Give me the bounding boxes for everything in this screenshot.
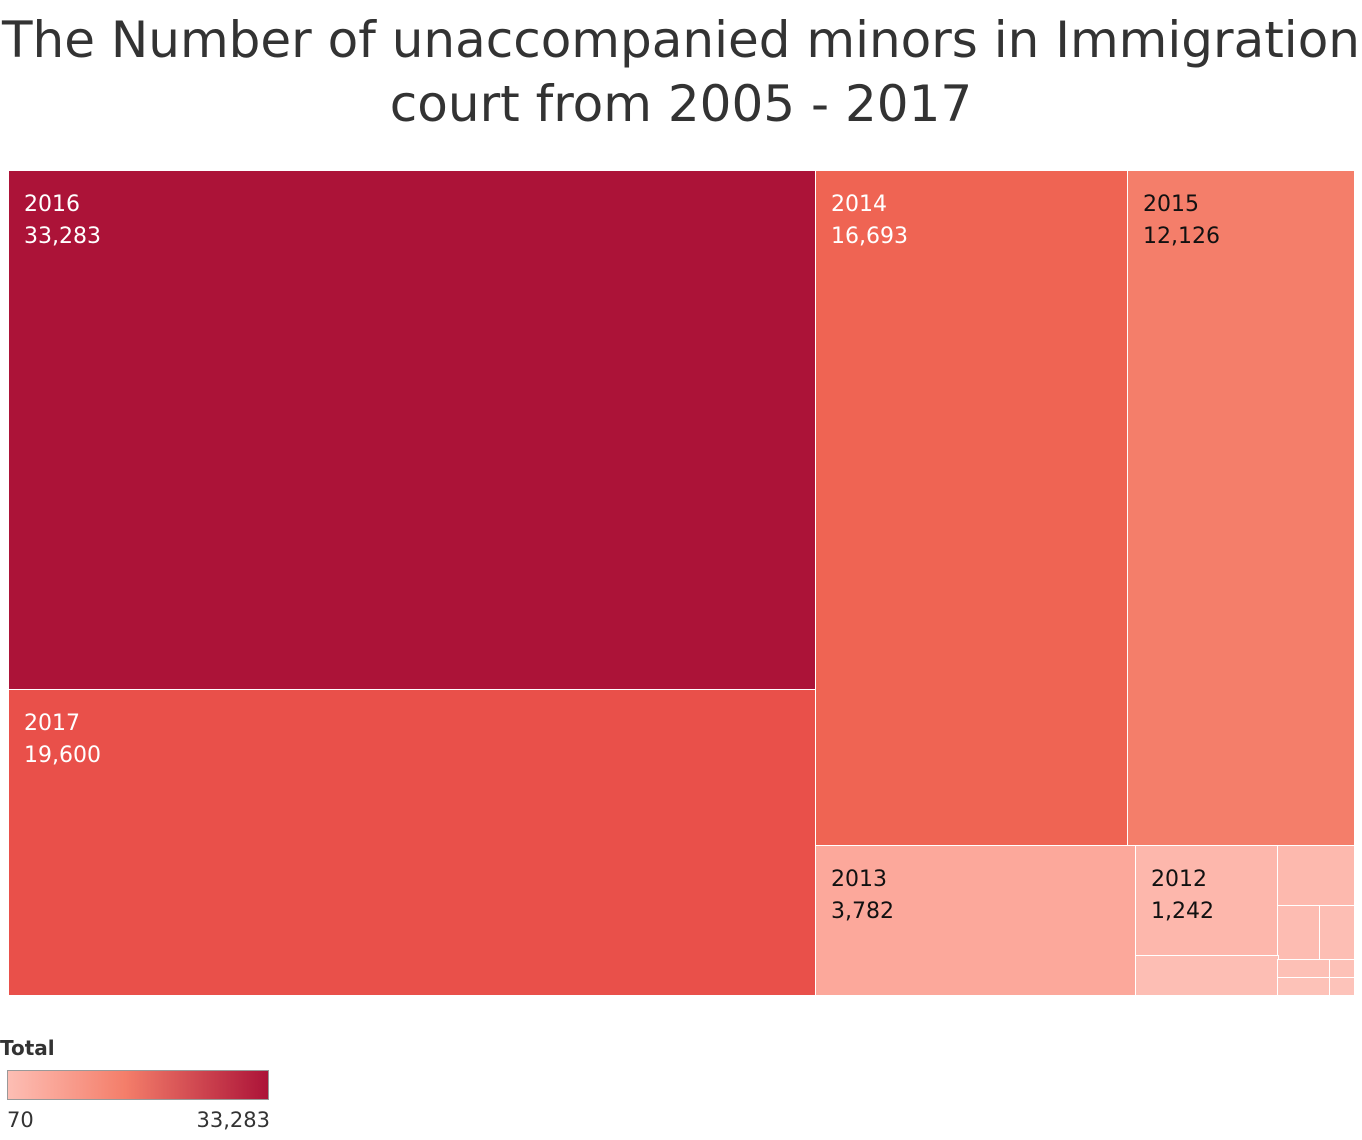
treemap-tile-small[interactable] bbox=[1277, 977, 1331, 996]
tile-year-label: 2013 bbox=[831, 867, 887, 892]
treemap-tile-2013[interactable]: 2013 3,782 bbox=[815, 845, 1137, 996]
tile-year-label: 2015 bbox=[1143, 192, 1199, 217]
tile-label: 2017 19,600 bbox=[24, 708, 101, 772]
chart-title: The Number of unaccompanied minors in Im… bbox=[0, 8, 1362, 136]
treemap-tile-2015[interactable]: 2015 12,126 bbox=[1127, 170, 1355, 847]
treemap-tile-small[interactable] bbox=[1277, 845, 1355, 907]
tile-value-label: 33,283 bbox=[24, 224, 101, 249]
tile-year-label: 2012 bbox=[1151, 867, 1207, 892]
tile-label: 2016 33,283 bbox=[24, 189, 101, 253]
tile-value-label: 16,693 bbox=[831, 224, 908, 249]
treemap-tile-2014[interactable]: 2014 16,693 bbox=[815, 170, 1129, 847]
tile-value-label: 19,600 bbox=[24, 743, 101, 768]
treemap-tile-2016[interactable]: 2016 33,283 bbox=[8, 170, 817, 691]
tile-label: 2014 16,693 bbox=[831, 189, 908, 253]
tile-label: 2013 3,782 bbox=[831, 864, 894, 928]
legend-min-label: 70 bbox=[7, 1108, 34, 1132]
tile-year-label: 2016 bbox=[24, 192, 80, 217]
tile-year-label: 2014 bbox=[831, 192, 887, 217]
treemap-tile-2017[interactable]: 2017 19,600 bbox=[8, 689, 817, 996]
tile-value-label: 12,126 bbox=[1143, 224, 1220, 249]
legend-gradient-bar bbox=[7, 1070, 269, 1100]
treemap-tile-small[interactable] bbox=[1329, 977, 1355, 996]
legend-max-label: 33,283 bbox=[196, 1108, 270, 1132]
color-legend: Total 70 33,283 bbox=[0, 1036, 300, 1136]
treemap-tile-small[interactable] bbox=[1277, 959, 1331, 979]
treemap-tile-small[interactable] bbox=[1135, 955, 1279, 996]
legend-title: Total bbox=[0, 1036, 55, 1060]
treemap-tile-small[interactable] bbox=[1277, 905, 1321, 961]
chart-title-line-1: The Number of unaccompanied minors in Im… bbox=[2, 11, 1360, 69]
tile-value-label: 1,242 bbox=[1151, 899, 1214, 924]
treemap-tile-2012[interactable]: 2012 1,242 bbox=[1135, 845, 1279, 957]
tile-label: 2015 12,126 bbox=[1143, 189, 1220, 253]
tile-value-label: 3,782 bbox=[831, 899, 894, 924]
tile-year-label: 2017 bbox=[24, 711, 80, 736]
chart-title-line-2: court from 2005 - 2017 bbox=[389, 75, 973, 133]
tile-label: 2012 1,242 bbox=[1151, 864, 1214, 928]
treemap-tile-small[interactable] bbox=[1319, 905, 1355, 961]
